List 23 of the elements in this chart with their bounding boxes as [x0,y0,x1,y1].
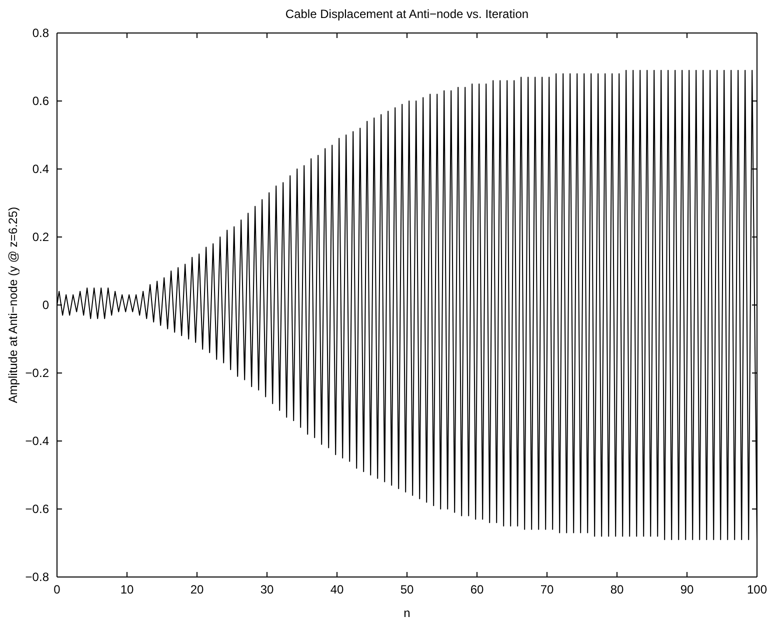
x-tick-label: 0 [54,582,61,597]
x-tick-label: 70 [540,582,554,597]
x-axis-title: n [404,606,410,620]
y-tick-label: −0.2 [25,366,50,380]
y-tick-label: 0.4 [32,162,50,176]
y-tick-label: 0.2 [32,230,50,244]
x-tick-label: 80 [610,582,624,597]
x-tick-label: 60 [470,582,484,597]
y-tick-label: −0.8 [25,570,50,584]
x-tick-label: 30 [260,582,274,597]
y-tick-label: −0.6 [25,502,50,516]
x-tick-label: 100 [746,582,768,597]
x-tick-label: 40 [330,582,344,597]
x-tick-label: 10 [120,582,134,597]
x-tick-label: 50 [400,582,414,597]
y-tick-label: 0 [42,298,50,312]
x-tick-label: 90 [680,582,694,597]
y-tick-label: 0.6 [32,94,50,108]
chart-title: Cable Displacement at Anti−node vs. Iteration [285,7,529,21]
y-axis-title: Amplitude at Anti−node (y @ z=6.25) [6,206,20,404]
y-tick-label: −0.4 [25,434,50,448]
x-tick-label: 20 [190,582,204,597]
y-tick-label: 0.8 [32,26,50,40]
